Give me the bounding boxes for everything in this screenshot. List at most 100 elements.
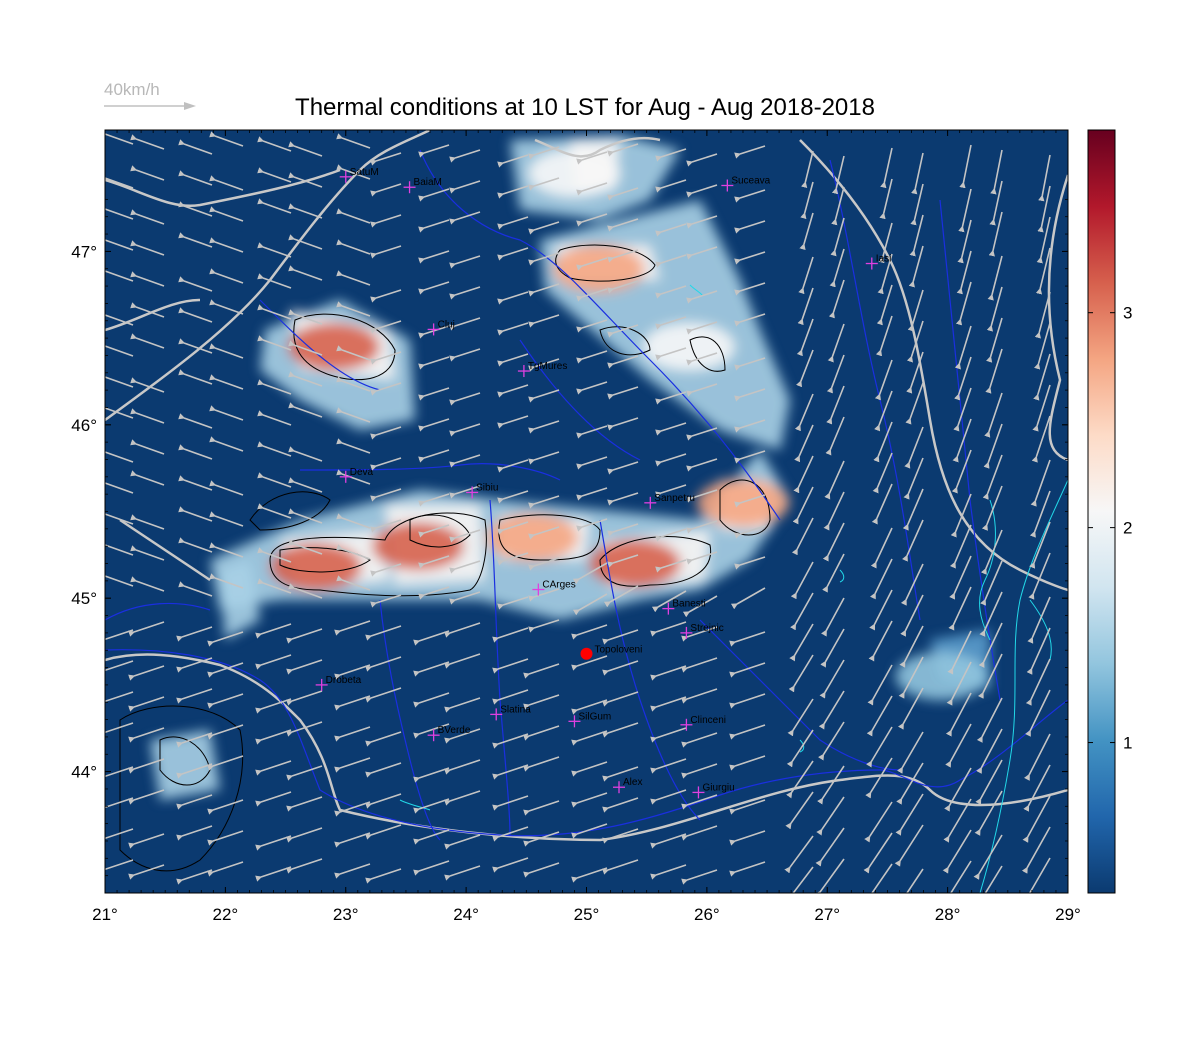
- wind-arrow: [370, 183, 402, 197]
- wind-arrow: [336, 376, 371, 392]
- thermal-contour: [249, 491, 331, 531]
- wind-arrow: [257, 242, 292, 258]
- wind-arrow: [686, 184, 718, 198]
- wind-arrow: [255, 654, 292, 670]
- wind-arrow: [497, 154, 529, 168]
- river: [599, 519, 701, 821]
- wind-arrow: [449, 255, 481, 269]
- wind-arrow: [607, 187, 639, 201]
- wind-arrow: [492, 764, 529, 780]
- wind-arrow: [909, 214, 924, 257]
- wind-arrow: [288, 477, 323, 493]
- city-marker: TgMures: [517, 361, 567, 378]
- city-label: Deva: [350, 467, 374, 478]
- wind-arrow: [257, 304, 292, 320]
- wind-arrow: [497, 353, 529, 367]
- city-marker: Iasi: [865, 254, 891, 270]
- city-label: CArges: [542, 580, 575, 591]
- x-tick-label: 28°: [935, 905, 961, 924]
- wind-arrow: [798, 256, 814, 295]
- wind-arrow: [976, 728, 1003, 774]
- city-marker: Alex: [613, 777, 642, 794]
- wind-arrow: [874, 390, 893, 432]
- wind-arrow: [603, 585, 639, 608]
- wind-arrow: [973, 834, 1003, 880]
- wind-arrow: [576, 319, 608, 333]
- wind-arrow: [796, 349, 814, 388]
- wind-arrow: [528, 283, 560, 297]
- wind-arrow: [902, 488, 924, 531]
- city-marker: Suceava: [721, 175, 771, 192]
- wind-arrow: [178, 276, 213, 292]
- coastline: [1029, 599, 1052, 661]
- wind-arrow: [449, 591, 481, 605]
- wind-arrow: [957, 219, 972, 264]
- wind-arrow: [334, 863, 371, 879]
- wind-arrow: [497, 216, 529, 230]
- wind-arrow: [257, 578, 292, 594]
- wind-arrow: [286, 765, 323, 781]
- wind-arrow: [989, 180, 1003, 226]
- wind-arrow: [449, 348, 481, 362]
- wind-arrow: [178, 581, 213, 597]
- wind-arrow: [105, 509, 134, 525]
- wind-arrow: [785, 791, 814, 830]
- wind-arrow: [528, 314, 560, 328]
- wind-arrow: [334, 801, 371, 817]
- thermal-hotspot: [642, 322, 735, 371]
- wind-arrow: [255, 698, 292, 714]
- wind-arrow: [257, 273, 292, 289]
- wind-arrow: [949, 555, 972, 600]
- wind-arrow: [365, 656, 402, 672]
- x-tick-label: 27°: [814, 905, 840, 924]
- wind-arrow: [497, 596, 529, 610]
- wind-arrow: [444, 759, 481, 775]
- wind-arrow: [209, 206, 244, 222]
- city-label: Sanpetru: [654, 493, 695, 504]
- wind-arrow: [907, 289, 924, 332]
- wind-arrow: [528, 619, 560, 633]
- coastline: [979, 479, 1068, 893]
- y-tick-label: 46°: [71, 416, 97, 435]
- wind-arrow: [681, 794, 718, 810]
- wind-arrow: [571, 624, 608, 640]
- wind-arrow: [790, 592, 814, 631]
- wind-arrow: [954, 356, 972, 401]
- wind-arrow: [607, 280, 639, 294]
- wind-arrow: [497, 384, 529, 398]
- wind-arrow: [951, 449, 972, 494]
- wind-arrow: [449, 180, 481, 194]
- wind-arrow: [814, 858, 845, 893]
- wind-arrow: [413, 767, 450, 783]
- wind-arrow: [908, 245, 924, 288]
- wind-arrow: [449, 423, 481, 437]
- wind-arrow: [128, 665, 165, 681]
- wind-arrow: [528, 389, 560, 403]
- wind-arrow: [949, 524, 972, 569]
- wind-arrow: [655, 559, 687, 573]
- wind-arrow: [286, 796, 323, 812]
- wind-arrow: [734, 357, 766, 371]
- wind-arrow: [655, 254, 687, 268]
- wind-arrow: [576, 381, 608, 395]
- wind-arrow: [878, 222, 893, 264]
- wind-arrow: [826, 354, 845, 394]
- wind-arrow: [207, 662, 244, 678]
- wind-arrow: [872, 452, 893, 494]
- city-label: SatuM: [350, 167, 379, 178]
- wind-arrow: [607, 218, 639, 232]
- wind-arrow: [336, 544, 371, 560]
- wind-arrow: [959, 144, 972, 189]
- wind-arrow: [449, 560, 481, 574]
- y-tick-label: 47°: [71, 242, 97, 261]
- wind-arrow: [523, 862, 560, 878]
- x-tick-label: 21°: [92, 905, 118, 924]
- site-label: Topoloveni: [595, 645, 643, 656]
- wind-arrow: [876, 284, 893, 326]
- wind-arrow: [981, 485, 1003, 531]
- wind-arrow: [528, 221, 560, 235]
- wind-arrow: [128, 758, 165, 774]
- wind-arrow: [650, 621, 687, 637]
- wind-arrow: [105, 722, 134, 734]
